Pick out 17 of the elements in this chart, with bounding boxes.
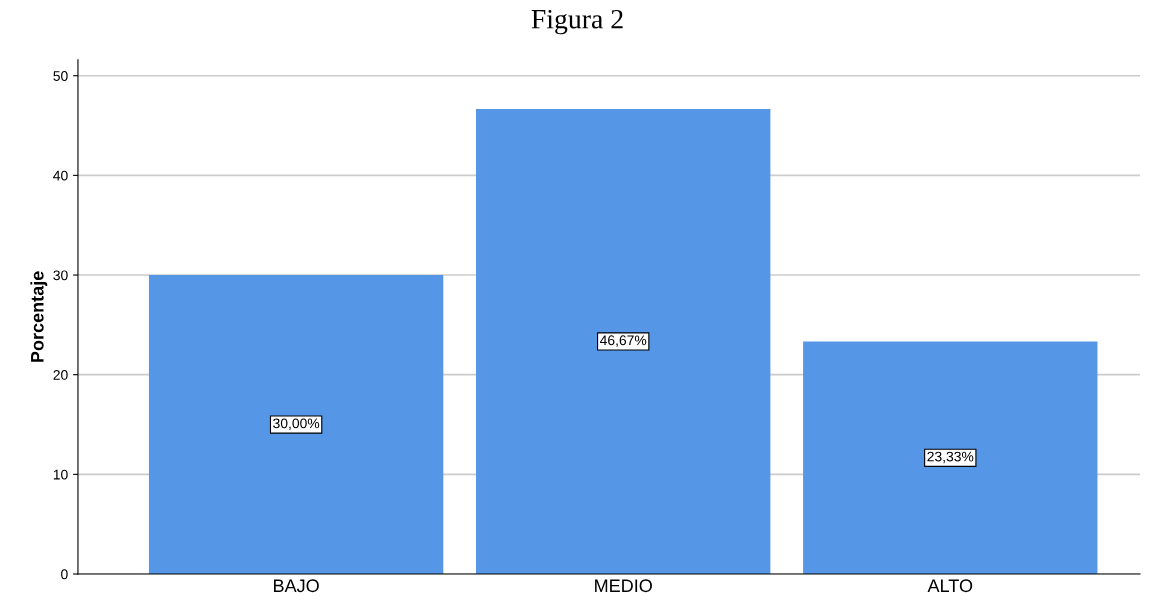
bar: [803, 341, 1098, 575]
y-tick-label: 10: [53, 469, 68, 480]
y-tick-label: 0: [61, 569, 68, 580]
data-label: 30,00%: [273, 418, 320, 430]
y-tick-label: 30: [53, 270, 68, 281]
data-label: 46,67%: [599, 335, 647, 347]
bar: [476, 108, 771, 575]
chart-title: Figura 2: [531, 9, 623, 35]
x-tick-label: ALTO: [927, 579, 973, 593]
y-axis-title: Porcentaje: [30, 271, 48, 362]
y-tick-label: 20: [53, 370, 68, 380]
x-tick-label: MEDIO: [595, 579, 652, 593]
data-label: 23,33%: [927, 451, 974, 464]
y-tick-label: 40: [53, 170, 68, 181]
y-tick-label: 50: [53, 71, 68, 81]
x-tick-label: BAJO: [274, 579, 319, 593]
bar: [148, 275, 444, 575]
